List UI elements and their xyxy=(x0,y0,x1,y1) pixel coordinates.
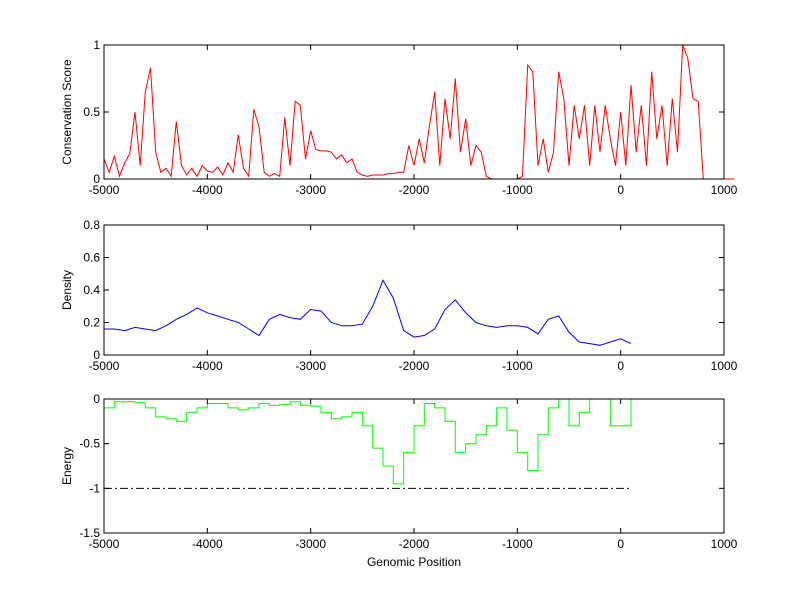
subplot-density: -5000 -4000 -3000 -2000 -1000 0 1000 0 0.2 0.4 0.6… xyxy=(60,218,738,373)
plot-area xyxy=(104,45,724,179)
y-tick-label: -0.5 xyxy=(79,437,100,451)
x-tick-label: -4000 xyxy=(192,183,223,197)
y-tick-label: 0.4 xyxy=(83,283,100,297)
series-line xyxy=(104,398,632,485)
x-axis-label: Genomic Position xyxy=(367,555,461,569)
x-tick-label: -2000 xyxy=(399,359,430,373)
x-tick-label: 1000 xyxy=(711,537,738,551)
x-tick-label: -5000 xyxy=(89,537,120,551)
x-tick-label: -4000 xyxy=(192,537,223,551)
y-tick-label: 1 xyxy=(93,38,100,52)
y-tick-label: 0.2 xyxy=(83,316,100,330)
x-tick-label: -4000 xyxy=(192,359,223,373)
y-tick-label: 0 xyxy=(93,348,100,362)
y-tick-label: 0.6 xyxy=(83,251,100,265)
y-axis-label: Conservation Score xyxy=(60,59,74,165)
y-tick-label: 0.5 xyxy=(83,105,100,119)
x-tick-label: 0 xyxy=(617,537,624,551)
x-tick-label: -3000 xyxy=(295,183,326,197)
x-tick-label: -1000 xyxy=(502,359,533,373)
x-tick-label: -5000 xyxy=(89,359,120,373)
y-axis-label: Energy xyxy=(60,447,74,485)
series-line xyxy=(103,44,735,180)
x-tick-label: -2000 xyxy=(399,537,430,551)
x-tick-label: 0 xyxy=(617,183,624,197)
y-tick-label: -1.5 xyxy=(79,526,100,540)
y-tick-label: 0.8 xyxy=(83,218,100,232)
x-tick-label: -1000 xyxy=(502,183,533,197)
plot-area xyxy=(104,399,724,533)
x-tick-label: -1000 xyxy=(502,537,533,551)
x-tick-label: 0 xyxy=(617,359,624,373)
y-tick-label: 0 xyxy=(93,172,100,186)
x-tick-label: -3000 xyxy=(295,359,326,373)
subplot-energy: -5000 -4000 -3000 -2000 -1000 0 1000 -1.5 -1 -0.5… xyxy=(60,392,738,569)
x-tick-label: -2000 xyxy=(399,183,430,197)
y-tick-label: 0 xyxy=(93,392,100,406)
y-tick-label: -1 xyxy=(89,481,100,495)
plot-area xyxy=(104,225,724,355)
x-tick-label: -3000 xyxy=(295,537,326,551)
series-line xyxy=(104,279,632,346)
x-tick-label: 1000 xyxy=(711,183,738,197)
x-tick-label: -5000 xyxy=(89,183,120,197)
subplot-conservation: -5000 -4000 -3000 -2000 -1000 0 1000 0 0.5 1 Conse… xyxy=(60,38,738,197)
y-axis-label: Density xyxy=(60,270,74,310)
x-tick-label: 1000 xyxy=(711,359,738,373)
